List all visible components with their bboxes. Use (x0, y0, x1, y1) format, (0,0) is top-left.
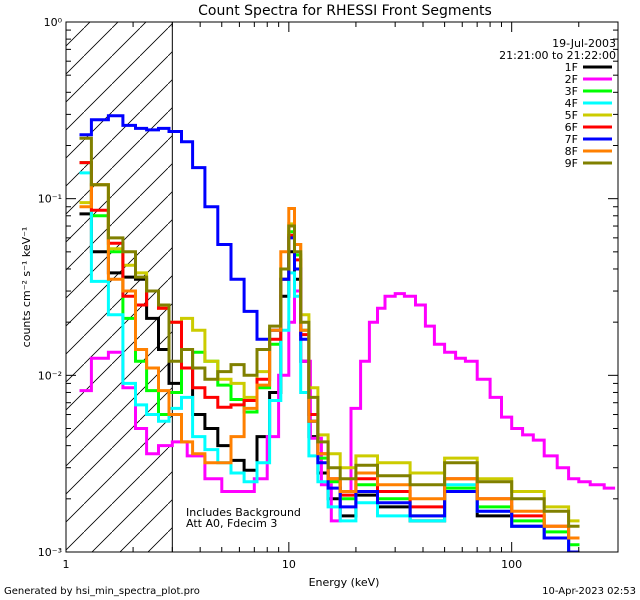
legend-label: 5F (565, 109, 578, 122)
x-tick-label: 10 (282, 558, 296, 571)
footer-generator: Generated by hsi_min_spectra_plot.pro (4, 586, 200, 597)
axis-layer: 1 10 100 10⁻³ 10⁻² 10⁻¹ 10⁰ (38, 16, 619, 571)
x-tick-label: 1 (63, 558, 70, 571)
footer-timestamp: 10-Apr-2023 02:53 (542, 586, 636, 597)
series-layer (79, 114, 616, 552)
shaded-region (66, 22, 173, 552)
legend-label: 8F (565, 145, 578, 158)
annotation-background: Includes Background (186, 506, 301, 519)
series-2f (79, 289, 616, 523)
legend-label: 7F (565, 133, 578, 146)
date-label: 19-Jul-2003 (552, 37, 616, 50)
series-9f (79, 136, 580, 528)
legend-label: 1F (565, 61, 578, 74)
series-4f (79, 171, 580, 552)
chart-title: Count Spectra for RHESSI Front Segments (198, 3, 492, 19)
y-tick-label: 10⁻³ (38, 546, 62, 559)
plot-frame (65, 21, 619, 553)
x-tick-label: 100 (501, 558, 522, 571)
y-axis-label: counts cm⁻² s⁻¹ keV⁻¹ (20, 227, 33, 348)
series-8f (79, 183, 580, 540)
y-tick-label: 10⁻² (38, 369, 62, 382)
legend-label: 6F (565, 121, 578, 134)
y-tick-label: 10⁰ (44, 16, 63, 29)
annotation-attenuator: Att A0, Fdecim 3 (186, 517, 277, 530)
legend-label: 9F (565, 157, 578, 170)
legend-label: 4F (565, 97, 578, 110)
time-range-label: 21:21:00 to 21:22:00 (499, 49, 616, 62)
legend-label: 2F (565, 73, 578, 86)
x-axis-label: Energy (keV) (309, 576, 380, 589)
legend-label: 3F (565, 85, 578, 98)
y-tick-label: 10⁻¹ (38, 193, 62, 206)
